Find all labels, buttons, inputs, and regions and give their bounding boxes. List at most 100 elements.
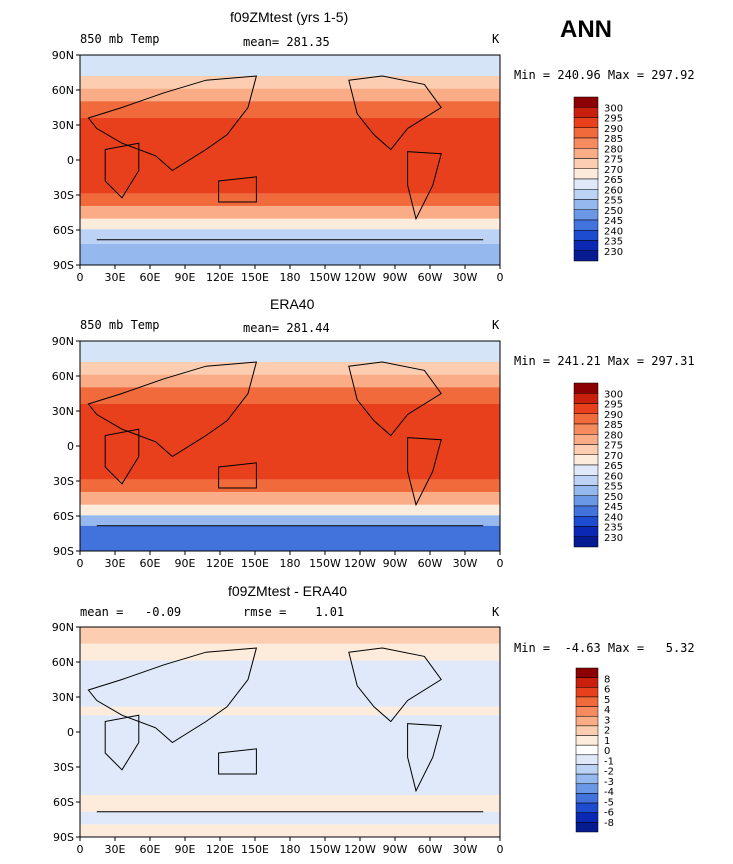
panel-2-x-tick-label: 30W xyxy=(453,557,478,570)
panel-1-units-label: K xyxy=(492,32,500,46)
panel-3-colorbar-label: 8 xyxy=(604,674,610,685)
panel-3-colorbar-label: -2 xyxy=(604,767,614,778)
panel-1-x-tick-label: 90E xyxy=(175,271,196,284)
panel-1-colorbar-label: 255 xyxy=(604,196,623,207)
panel-1-x-tick-label: 60E xyxy=(140,271,161,284)
panel-1-field-band xyxy=(80,55,500,76)
panel-3-colorbar-swatch xyxy=(575,735,599,746)
panel-2-y-tick-label: 60N xyxy=(52,370,74,383)
panel-1-colorbar-label: 300 xyxy=(604,103,623,114)
panel-1-x-tick-label: 120W xyxy=(344,271,376,284)
panel-1-x-tick-label: 0 xyxy=(497,271,504,284)
panel-2-field-band xyxy=(80,362,500,375)
panel-1-coastline xyxy=(87,75,258,172)
panel-3-y-tick-label: 90S xyxy=(53,831,74,844)
panel-3-x-tick-label: 30W xyxy=(453,843,478,856)
panel-2-y-tick-label: 30S xyxy=(53,475,74,488)
panel-3-colorbar-label: -1 xyxy=(604,756,614,767)
panel-1-colorbar-label: 265 xyxy=(604,175,623,186)
panel-3-field-band xyxy=(80,627,500,644)
panel-1-x-tick-label: 180 xyxy=(280,271,301,284)
panel-2-colorbar-label: 245 xyxy=(604,502,623,513)
panel-2-x-tick-label: 0 xyxy=(497,557,504,570)
panel-2-field-band xyxy=(80,404,500,480)
panel-3-colorbar-label: 3 xyxy=(604,715,610,726)
panel-3-x-tick-label: 120E xyxy=(206,843,234,856)
panel-3-center-label: rmse = 1.01 xyxy=(243,605,345,619)
panel-3-x-tick-label: 150E xyxy=(241,843,269,856)
panel-3-coastline xyxy=(348,647,442,723)
panel-1-field-band xyxy=(80,101,500,118)
panel-2-colorbar-label: 270 xyxy=(604,451,623,462)
panel-2-colorbar-label: 240 xyxy=(604,512,623,523)
panel-3-colorbar-swatch xyxy=(575,677,599,688)
panel-3-colorbar-label: 0 xyxy=(604,746,610,757)
panel-3-colorbar-label: 6 xyxy=(604,685,610,696)
panel-1-center-label: mean= 281.35 xyxy=(243,35,330,49)
panel-2-field-band xyxy=(80,515,500,526)
panel-3-x-tick-label: 0 xyxy=(497,843,504,856)
panel-2-field-band xyxy=(80,374,500,388)
panel-3-y-tick-label: 90N xyxy=(52,621,74,634)
panel-3-colorbar-swatch xyxy=(575,715,599,727)
panel-2-x-tick-label: 0 xyxy=(77,557,84,570)
panel-3-colorbar-swatch xyxy=(575,744,599,756)
panel-1-colorbar-label: 295 xyxy=(604,114,623,125)
panel-2-center-label: mean= 281.44 xyxy=(243,321,330,335)
panel-2-coastline xyxy=(348,361,442,437)
panel-3-coastline xyxy=(407,723,442,793)
panel-1-colorbar-label: 250 xyxy=(604,206,623,217)
panel-3-x-tick-label: 60W xyxy=(418,843,443,856)
panel-2-colorbar-label: 255 xyxy=(604,482,623,493)
panel-1-colorbar-label: 240 xyxy=(604,226,623,237)
panel-1-colorbar-label: 245 xyxy=(604,216,623,227)
panel-3-x-tick-label: 90E xyxy=(175,843,196,856)
panel-3-colorbar-swatch xyxy=(575,822,599,833)
panel-2-field-band xyxy=(80,504,500,516)
panel-3-y-tick-label: 60N xyxy=(52,656,74,669)
panel-2-y-tick-label: 0 xyxy=(67,440,74,453)
panel-3-field-band xyxy=(80,715,500,795)
panel-1-colorbar-swatch xyxy=(573,250,599,262)
panel-3-colorbar-swatch xyxy=(575,812,599,823)
panel-1-x-tick-label: 150W xyxy=(309,271,341,284)
panel-3-colorbar-label: 5 xyxy=(604,695,610,706)
panel-1-field-band xyxy=(80,193,500,207)
panel-3-colorbar-swatch xyxy=(575,802,599,813)
panel-2-x-tick-label: 60W xyxy=(418,557,443,570)
panel-2-colorbar-label: 250 xyxy=(604,492,623,503)
panel-2-y-tick-label: 90N xyxy=(52,335,74,348)
panel-2-plot: 0 30E 60E 90E 120E 150E 180 150W 120W 90W 60W 30W 09… xyxy=(52,335,504,570)
panel-1-y-tick-label: 60N xyxy=(52,84,74,97)
panel-2-x-tick-label: 90W xyxy=(383,557,408,570)
panel-3-colorbar-swatch xyxy=(575,764,599,775)
panel-2-colorbar-label: 300 xyxy=(604,389,623,400)
panel-1-colorbar-label: 280 xyxy=(604,144,623,155)
panel-3-colorbar-swatch xyxy=(575,783,599,794)
panel-1-x-tick-label: 60W xyxy=(418,271,443,284)
panel-1-y-tick-label: 60S xyxy=(53,224,74,237)
panel-3-field-band xyxy=(80,643,500,661)
panel-3-colorbar-label: 4 xyxy=(604,705,610,716)
panel-2-field-band xyxy=(80,387,500,404)
panel-3-x-tick-label: 180 xyxy=(280,843,301,856)
panel-3-colorbar-swatch xyxy=(575,725,599,736)
panel-1-minmax: Min = 240.96 Max = 297.92 xyxy=(514,68,695,82)
panel-2-colorbar-label: 295 xyxy=(604,400,623,411)
panel-1-field-band xyxy=(80,118,500,194)
panel-1-x-tick-label: 0 xyxy=(77,271,84,284)
panel-1-y-tick-label: 0 xyxy=(67,154,74,167)
panel-1-x-tick-label: 30W xyxy=(453,271,478,284)
panel-3-left-label: mean = -0.09 xyxy=(80,605,182,619)
panel-3-colorbar-label: -3 xyxy=(604,777,614,788)
panel-2-field-band xyxy=(80,479,500,493)
panel-3-colorbar-label: 1 xyxy=(604,736,610,747)
panel-3-field-band xyxy=(80,824,500,837)
panel-2-x-tick-label: 150W xyxy=(309,557,341,570)
panel-1-left-label: 850 mb Temp xyxy=(80,32,160,46)
panel-1-title: f09ZMtest (yrs 1-5) xyxy=(230,9,349,25)
panel-3-field-band xyxy=(80,660,500,707)
